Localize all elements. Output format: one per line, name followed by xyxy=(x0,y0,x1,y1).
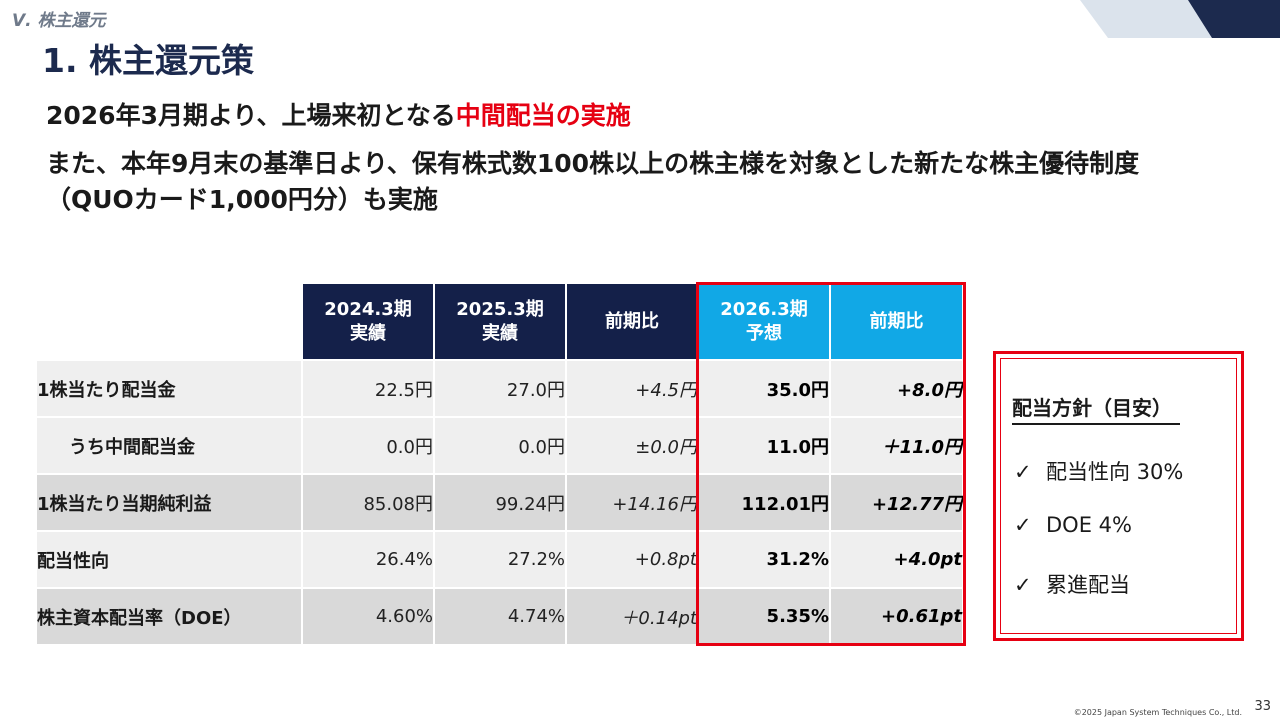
value-2025: 99.24円 xyxy=(433,473,566,531)
policy-item-label: DOE 4% xyxy=(1046,513,1132,537)
header-2024-actual: 2024.3期 実績 xyxy=(301,284,434,360)
value-2024: 26.4% xyxy=(301,530,434,588)
value-2025: 4.74% xyxy=(433,587,566,644)
value-2024: 22.5円 xyxy=(301,359,434,417)
header-2025-actual: 2025.3期 実績 xyxy=(433,284,566,360)
table-header-row: 2024.3期 実績 2025.3期 実績 前期比 2026.3期 予想 前期比 xyxy=(37,284,962,360)
row-label: 1株当たり配当金 xyxy=(37,359,302,417)
policy-item-doe: ✓ DOE 4% xyxy=(1014,513,1132,537)
row-label: 株主資本配当率（DOE） xyxy=(37,587,302,644)
value-2025: 27.2% xyxy=(433,530,566,588)
row-interim-dividend: うち中間配当金 0.0円 0.0円 ±0.0円 11.0円 ＋11.0円 xyxy=(37,416,962,474)
headline-shareholder-benefit: また、本年9月末の基準日より、保有株式数100株以上の株主様を対象とした新たな株… xyxy=(46,149,1140,214)
value-forecast-yoy: ＋11.0円 xyxy=(829,416,962,474)
value-2024: 0.0円 xyxy=(301,416,434,474)
value-forecast-yoy: +0.61pt xyxy=(829,587,962,644)
check-icon: ✓ xyxy=(1014,460,1032,484)
value-2025: 0.0円 xyxy=(433,416,566,474)
header-decoration xyxy=(1080,0,1280,38)
value-2026-forecast: 112.01円 xyxy=(697,473,830,531)
header-blank xyxy=(37,284,302,360)
dividend-policy-title: 配当方針（目安） xyxy=(1012,392,1180,425)
page-number: 33 xyxy=(1254,699,1271,714)
row-dps: 1株当たり配当金 22.5円 27.0円 +4.5円 35.0円 +8.0円 xyxy=(37,359,962,417)
value-yoy: ±0.0円 xyxy=(565,416,698,474)
value-forecast-yoy: +12.77円 xyxy=(829,473,962,531)
policy-item-label: 配当性向 30% xyxy=(1046,460,1184,484)
check-icon: ✓ xyxy=(1014,513,1032,537)
section-label: Ⅴ. 株主還元 xyxy=(12,11,106,31)
value-2026-forecast: 11.0円 xyxy=(697,416,830,474)
headline-highlight: 中間配当の実施 xyxy=(455,101,631,130)
policy-item-payout-ratio: ✓ 配当性向 30% xyxy=(1014,456,1183,486)
headline-prefix: 2026年3月期より、上場来初となる xyxy=(46,101,456,130)
dividend-policy-inner-border xyxy=(1000,358,1237,634)
value-yoy: +14.16円 xyxy=(565,473,698,531)
headline-interim-dividend: 2026年3月期より、上場来初となる中間配当の実施 xyxy=(46,98,631,134)
dividend-table: 2024.3期 実績 2025.3期 実績 前期比 2026.3期 予想 前期比 1株… xyxy=(37,284,962,644)
row-label: 配当性向 xyxy=(37,530,302,588)
value-2025: 27.0円 xyxy=(433,359,566,417)
row-label: 1株当たり当期純利益 xyxy=(37,473,302,531)
dividend-policy-box: 配当方針（目安） ✓ 配当性向 30% ✓ DOE 4% ✓ 累進配当 xyxy=(993,351,1244,641)
policy-item-progressive-dividend: ✓ 累進配当 xyxy=(1014,569,1130,599)
row-doe: 株主資本配当率（DOE） 4.60% 4.74% ＋0.14pt 5.35% +0.61p… xyxy=(37,587,962,644)
policy-item-label: 累進配当 xyxy=(1046,573,1130,597)
row-label: うち中間配当金 xyxy=(37,416,302,474)
value-yoy: ＋0.14pt xyxy=(565,587,698,644)
value-2026-forecast: 35.0円 xyxy=(697,359,830,417)
copyright: ©2025 Japan System Techniques Co., Ltd. xyxy=(1073,708,1242,717)
check-icon: ✓ xyxy=(1014,573,1032,597)
value-yoy: +0.8pt xyxy=(565,530,698,588)
row-payout-ratio: 配当性向 26.4% 27.2% +0.8pt 31.2% +4.0pt xyxy=(37,530,962,588)
value-2024: 85.08円 xyxy=(301,473,434,531)
row-eps: 1株当たり当期純利益 85.08円 99.24円 +14.16円 112.01円 +12.… xyxy=(37,473,962,531)
value-forecast-yoy: +4.0pt xyxy=(829,530,962,588)
value-2026-forecast: 5.35% xyxy=(697,587,830,644)
header-forecast-yoy: 前期比 xyxy=(829,284,962,360)
value-2024: 4.60% xyxy=(301,587,434,644)
value-forecast-yoy: +8.0円 xyxy=(829,359,962,417)
value-yoy: +4.5円 xyxy=(565,359,698,417)
value-2026-forecast: 31.2% xyxy=(697,530,830,588)
header-yoy: 前期比 xyxy=(565,284,698,360)
page-title: 1. 株主還元策 xyxy=(42,41,254,80)
header-2026-forecast: 2026.3期 予想 xyxy=(697,284,830,360)
